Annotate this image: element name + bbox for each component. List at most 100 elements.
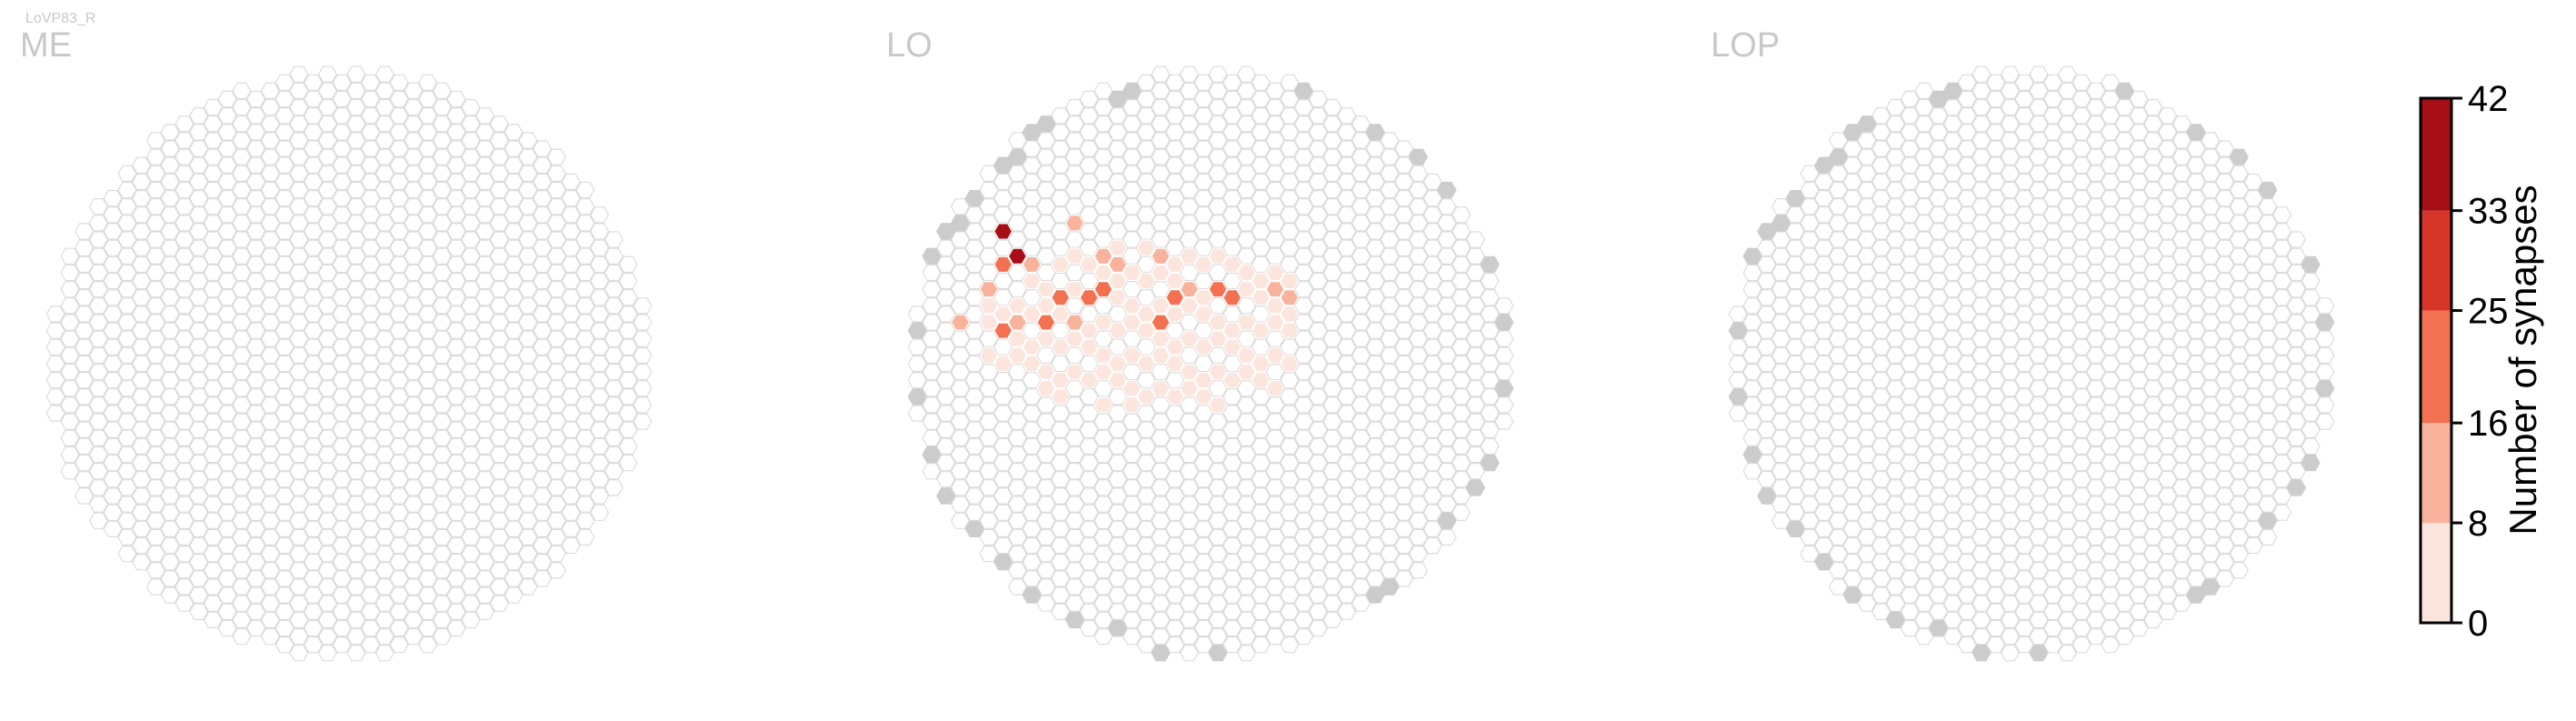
hex-cell	[533, 338, 553, 355]
hex-cell	[2086, 281, 2106, 298]
hex-cell	[88, 363, 108, 381]
hex-cell	[2215, 520, 2235, 537]
hex-cell	[1900, 173, 1920, 191]
hex-cell	[1308, 520, 1328, 537]
hex-cell	[374, 611, 394, 629]
hex-cell	[1136, 636, 1156, 654]
hex-cell	[1437, 380, 1457, 397]
hex-cell	[1280, 255, 1300, 274]
hex-cell	[2258, 429, 2278, 446]
hex-cell	[246, 107, 266, 125]
hex-cell	[217, 536, 237, 555]
hex-cell	[2143, 546, 2163, 563]
hex-cell	[217, 289, 237, 306]
hex-cell	[1785, 239, 1805, 256]
hex-cell	[533, 255, 553, 274]
hex-cell	[1452, 206, 1472, 224]
hex-cell	[2143, 330, 2163, 347]
hex-cell	[145, 546, 165, 563]
hex-cell	[2129, 239, 2149, 256]
hex-cell	[1785, 504, 1805, 521]
hex-cell	[2057, 546, 2077, 563]
hex-cell-outside	[1757, 223, 1777, 240]
hex-cell	[432, 463, 452, 480]
hex-cell	[518, 231, 538, 248]
hex-cell	[160, 355, 180, 373]
hex-cell	[1465, 264, 1485, 282]
hex-cell	[1929, 223, 1949, 240]
hex-cell	[1365, 520, 1385, 537]
hex-cell	[533, 520, 553, 537]
hex-cell	[561, 305, 581, 323]
hex-cell	[2057, 198, 2077, 215]
hex-cell	[1857, 264, 1877, 282]
hex-cell	[2086, 528, 2106, 546]
hex-cell	[88, 281, 108, 298]
hex-cell	[1337, 603, 1357, 620]
hex-cell	[993, 504, 1013, 521]
hex-cell	[1337, 355, 1357, 373]
hex-cell	[389, 536, 409, 555]
hex-cell	[232, 595, 252, 612]
hex-cell	[1957, 107, 1977, 125]
hex-cell	[1872, 487, 1892, 505]
hex-cell	[317, 314, 337, 331]
hex-cell	[1051, 437, 1071, 456]
hex-cell-synapse	[993, 355, 1013, 373]
hex-cell	[1365, 206, 1385, 224]
hex-cell	[2029, 314, 2049, 331]
hex-cell	[590, 504, 610, 521]
hex-cell	[1022, 471, 1042, 488]
hex-cell	[1957, 156, 1977, 174]
hex-cell	[2000, 247, 2020, 265]
hex-cell	[1108, 603, 1128, 620]
hex-cell	[275, 223, 295, 240]
hex-cell-synapse	[1165, 338, 1185, 355]
hex-cell	[1972, 264, 1992, 282]
hex-cell	[446, 471, 466, 488]
hex-cell	[575, 264, 595, 282]
hex-cell	[1236, 396, 1256, 414]
hex-cell	[404, 496, 424, 513]
hex-cell	[1108, 173, 1128, 191]
hex-cell	[1179, 479, 1199, 496]
hex-cell	[346, 231, 366, 248]
hex-cell	[1929, 289, 1949, 306]
hex-cell	[1872, 255, 1892, 274]
hex-cell	[1293, 512, 1313, 529]
hex-cell	[1022, 570, 1042, 587]
hex-cell	[1465, 396, 1485, 414]
hex-cell	[1308, 619, 1328, 637]
hex-cell	[160, 239, 180, 256]
hex-cell	[1957, 405, 1977, 422]
hex-cell	[1408, 512, 1428, 529]
hex-cell	[2286, 297, 2306, 315]
hex-cell	[1236, 446, 1256, 464]
hex-cell	[922, 380, 942, 397]
hex-cell	[604, 346, 624, 365]
hex-cell	[1323, 247, 1343, 265]
hex-cell	[160, 586, 180, 604]
hex-cell	[2072, 405, 2092, 422]
hex-cell	[2043, 255, 2063, 274]
hex-cell-outside	[1022, 124, 1042, 141]
hex-cell	[2243, 372, 2263, 389]
hex-cell	[1437, 463, 1457, 480]
hex-cell	[1179, 611, 1199, 629]
hex-cell	[546, 496, 566, 513]
hex-cell	[2158, 305, 2178, 323]
hex-cell	[1914, 82, 1934, 100]
hex-cell	[304, 372, 324, 389]
hex-cell	[1842, 305, 1862, 323]
hex-cell	[418, 619, 438, 637]
hex-cell	[389, 437, 409, 456]
hex-cell	[1929, 124, 1949, 141]
hex-cell	[203, 181, 223, 199]
hex-cell	[1872, 586, 1892, 604]
hex-cell	[1179, 546, 1199, 563]
colorbar-bin	[2421, 423, 2451, 524]
hex-cell	[289, 429, 309, 446]
hex-cell	[332, 90, 352, 108]
hex-cell	[475, 140, 495, 157]
hex-cell	[546, 247, 566, 265]
